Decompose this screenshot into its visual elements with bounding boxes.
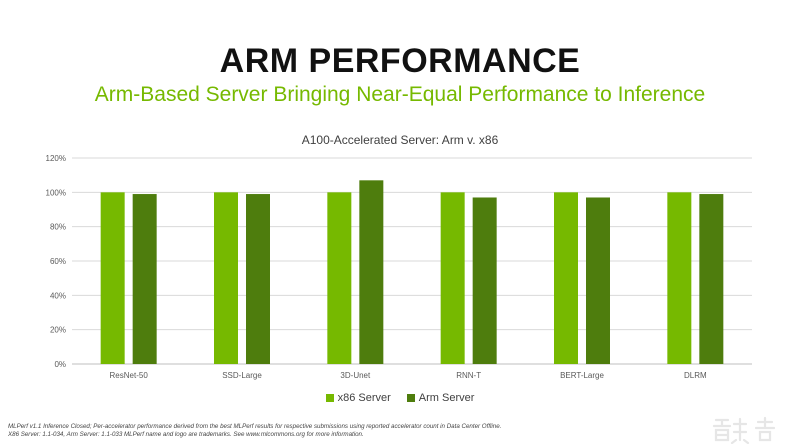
y-tick-label: 60%	[50, 257, 66, 266]
y-tick-label: 80%	[50, 223, 66, 232]
grid-lines	[72, 157, 752, 365]
bar-x86-bert-large	[554, 192, 578, 364]
y-tick-label: 20%	[50, 326, 66, 335]
bar-arm-rnn-t	[472, 197, 497, 364]
x-tick-label: BERT-Large	[560, 371, 604, 380]
x-tick-label: ResNet-50	[110, 371, 149, 380]
legend-label-arm: Arm Server	[418, 392, 475, 404]
y-tick-label: 0%	[54, 360, 66, 369]
y-axis-ticks: 0% 20% 40% 60% 80% 100% 120%	[46, 154, 66, 369]
bar-arm-resnet-50	[132, 194, 157, 364]
bar-x86-rnn-t	[440, 192, 465, 364]
legend-label-x86: x86 Server	[337, 392, 391, 404]
slide-subtitle: Arm-Based Server Bringing Near-Equal Per…	[94, 83, 706, 106]
bar-arm-ssd-large	[246, 194, 270, 364]
footnote-line-1: MLPerf v1.1 Inference Closed; Per-accele…	[8, 423, 502, 430]
bar-arm-3d-unet	[359, 180, 384, 364]
x-axis-ticks: ResNet-50 SSD-Large 3D-Unet RNN-T BERT-Large…	[110, 371, 707, 380]
y-tick-label: 100%	[46, 188, 66, 197]
bars	[100, 180, 724, 364]
x-tick-label: SSD-Large	[222, 371, 262, 380]
bar-x86-ssd-large	[214, 192, 238, 364]
slide-title: ARM PERFORMANCE	[219, 42, 581, 80]
legend-item-x86: x86 Server	[325, 392, 391, 404]
chart-title: A100-Accelerated Server: Arm v. x86	[301, 133, 499, 147]
bar-arm-dlrm	[699, 194, 724, 364]
y-tick-label: 120%	[46, 154, 66, 163]
bar-x86-3d-unet	[327, 192, 352, 364]
footnote-line-2: X86 Server: 1.1-034, Arm Server: 1.1-033…	[8, 431, 364, 438]
legend-swatch-arm	[406, 394, 415, 402]
zhidongxi-logo-icon	[712, 416, 776, 444]
y-tick-label: 40%	[50, 291, 66, 300]
legend-swatch-x86	[325, 394, 334, 402]
bar-x86-dlrm	[667, 192, 692, 364]
bar-arm-bert-large	[586, 197, 610, 364]
x-tick-label: DLRM	[684, 371, 707, 380]
chart-legend: x86 Server Arm Server	[0, 392, 800, 404]
x-tick-label: RNN-T	[456, 371, 481, 380]
footnote: MLPerf v1.1 Inference Closed; Per-accele…	[8, 423, 708, 439]
x-tick-label: 3D-Unet	[340, 371, 371, 380]
bar-x86-resnet-50	[100, 192, 125, 364]
legend-item-arm: Arm Server	[406, 392, 475, 404]
